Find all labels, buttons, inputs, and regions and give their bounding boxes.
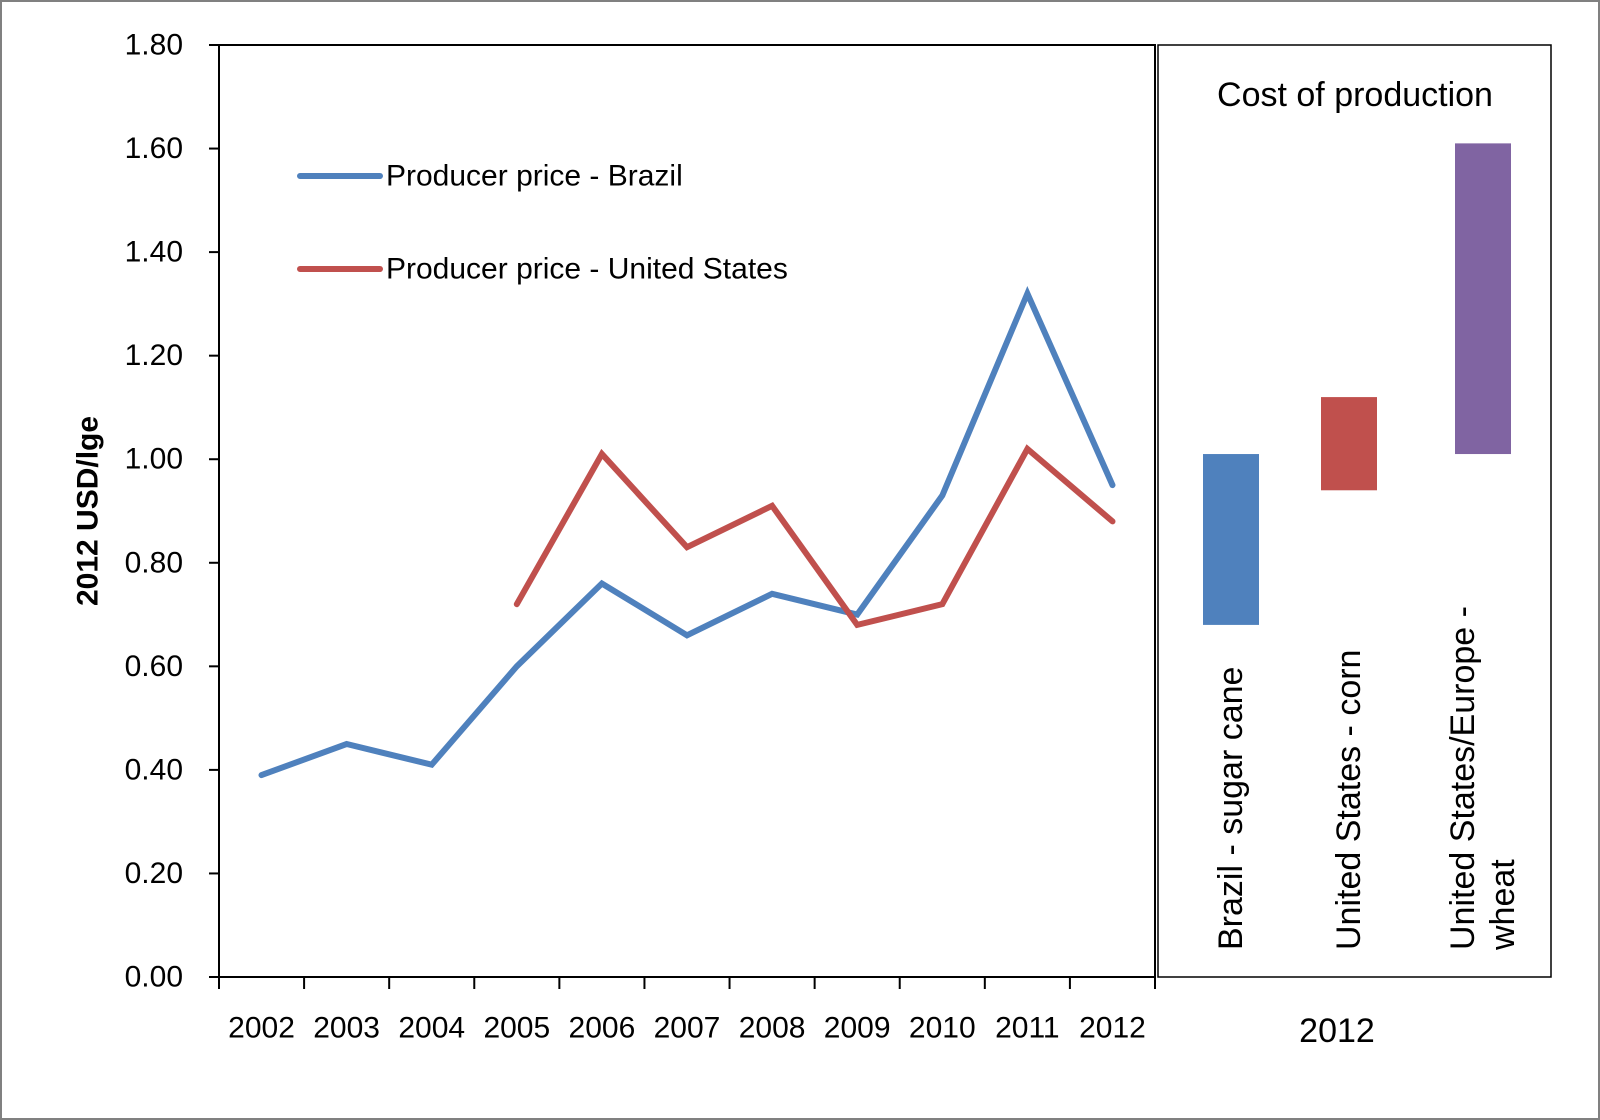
cost-bar-label: United States - corn	[1330, 650, 1368, 950]
series-lines	[258, 285, 1116, 779]
x-tick-label: 2012	[1079, 1012, 1146, 1045]
x-axis-ticks: 2002 2003 2004 2005 2006 2007 2008 2009 2010 2011…	[218, 977, 1156, 1045]
cost-bar-label: wheat	[1484, 859, 1522, 951]
series-line-brazil	[258, 285, 1116, 779]
x-tick-label: 2007	[654, 1012, 721, 1045]
y-tick-label: 1.60	[125, 132, 183, 165]
panel-x-label: 2012	[1299, 1012, 1375, 1050]
panel-title: Cost of production	[1217, 76, 1493, 114]
panel-border	[1157, 44, 1552, 978]
y-tick-label: 0.00	[125, 961, 183, 994]
y-tick-label: 0.80	[125, 546, 183, 579]
y-tick-label: 0.40	[125, 753, 183, 786]
x-tick-label: 2003	[313, 1012, 380, 1045]
y-tick-label: 1.20	[125, 339, 183, 372]
cost-bar-brazil-sugar-cane	[1203, 454, 1259, 625]
cost-bar-label: Brazil - sugar cane	[1212, 667, 1250, 950]
y-axis-label: 2012 USD/lge	[72, 416, 105, 606]
y-tick-label: 1.00	[125, 443, 183, 476]
y-tick-label: 1.80	[125, 29, 183, 62]
x-tick-label: 2008	[739, 1012, 806, 1045]
cost-bar-united-states-corn	[1321, 397, 1377, 491]
y-tick-label: 0.60	[125, 650, 183, 683]
x-tick-label: 2006	[569, 1012, 636, 1045]
x-tick-label: 2004	[398, 1012, 465, 1045]
y-tick-label: 0.20	[125, 857, 183, 890]
legend-item-united-states: Producer price - United States	[297, 253, 788, 286]
legend-label-united-states: Producer price - United States	[386, 253, 788, 286]
cost-bar-label: United States/Europe -	[1444, 606, 1482, 950]
x-tick-label: 2002	[228, 1012, 295, 1045]
x-tick-label: 2010	[909, 1012, 976, 1045]
cost-bar-us-europe-wheat	[1455, 143, 1511, 455]
x-tick-label: 2011	[995, 1012, 1060, 1045]
legend: Producer price - Brazil Producer price -…	[297, 160, 788, 286]
legend-label-brazil: Producer price - Brazil	[386, 160, 683, 193]
series-line-united-states	[513, 444, 1116, 629]
legend-item-brazil: Producer price - Brazil	[297, 160, 683, 193]
y-axis-ticks: 0.00 0.20 0.40 0.60 0.80 1.00 1.20 1.40 1.60 1.80	[125, 29, 219, 994]
cost-of-production-panel: Cost of production Brazil - sugar cane Un…	[1157, 44, 1552, 1050]
producer-price-plot: 0.00 0.20 0.40 0.60 0.80 1.00 1.20 1.40 1.60 1.80…	[72, 29, 1156, 1045]
cost-bars: Brazil - sugar cane United States - corn U…	[1203, 143, 1522, 951]
y-tick-label: 1.40	[125, 236, 183, 269]
x-tick-label: 2009	[824, 1012, 891, 1045]
x-tick-label: 2005	[483, 1012, 550, 1045]
